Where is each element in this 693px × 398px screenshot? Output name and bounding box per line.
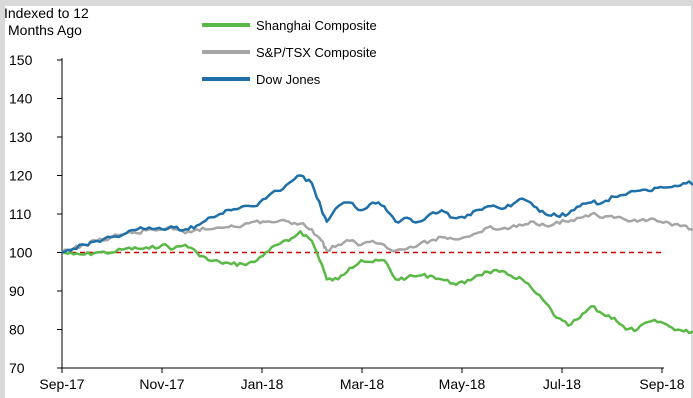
x-tick-label: May-18: [439, 376, 486, 392]
y-axis-label-line-2: Months Ago: [8, 22, 82, 38]
legend-label-dow-jones: Dow Jones: [256, 72, 321, 87]
y-axis-label-line-1: Indexed to 12: [4, 5, 89, 21]
x-tick-label: Jan-18: [241, 376, 284, 392]
x-tick-label: Sep-17: [39, 376, 84, 392]
series-line-s-p-tsx-composite: [61, 211, 693, 254]
x-tick-label: Mar-18: [340, 376, 385, 392]
y-tick-label: 80: [9, 322, 25, 338]
x-tick-label: Sep-18: [639, 376, 684, 392]
x-tick-label: Jul-18: [543, 376, 581, 392]
y-axis-label: Indexed to 12 Months Ago: [4, 5, 89, 39]
y-tick-label: 110: [9, 206, 32, 222]
y-axis: 70 80 90 100 110 120 130 140 150: [9, 52, 63, 376]
x-axis: Sep-17 Nov-17 Jan-18 Mar-18 May-18 Jul-18 Sep-…: [39, 367, 685, 392]
y-tick-label: 130: [9, 129, 33, 145]
y-tick-label: 150: [9, 52, 33, 68]
y-tick-label: 90: [9, 283, 25, 299]
y-tick-label: 120: [9, 168, 33, 184]
legend-label-shanghai-composite: Shanghai Composite: [256, 18, 377, 33]
legend: Shanghai Composite S&P/TSX Composite Dow J…: [202, 18, 377, 87]
legend-label-s-p-tsx-composite: S&P/TSX Composite: [256, 45, 377, 60]
series-group: [61, 174, 693, 335]
x-tick-label: Nov-17: [139, 376, 184, 392]
series-line-dow-jones: [61, 174, 693, 254]
y-tick-label: 70: [9, 360, 25, 376]
series-line-shanghai-composite: [61, 230, 693, 335]
y-tick-label: 140: [9, 91, 33, 107]
y-tick-label: 100: [9, 245, 33, 261]
